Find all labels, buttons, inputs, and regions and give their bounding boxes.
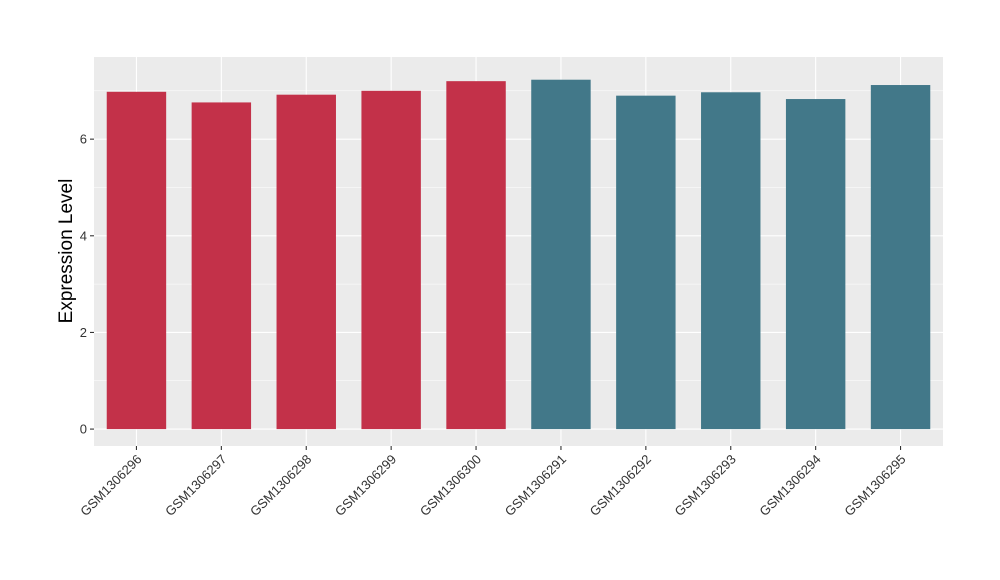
x-axis: GSM1306296 GSM1306297 GSM1306298 GSM1306299… — [77, 446, 909, 519]
x-tick-label: GSM1306300 — [417, 452, 484, 519]
x-tick-label: GSM1306297 — [162, 452, 229, 519]
y-axis-title: Expression Level — [56, 179, 77, 324]
x-tick-label: GSM1306293 — [672, 452, 739, 519]
bar-GSM1306298 — [276, 94, 336, 430]
x-tick-label: GSM1306292 — [587, 452, 654, 519]
bars — [106, 79, 931, 430]
bar-GSM1306291 — [531, 79, 591, 430]
y-axis: 0 2 4 6 — [80, 132, 94, 437]
bar-GSM1306296 — [106, 91, 167, 430]
y-tick-label: 4 — [80, 228, 87, 243]
x-tick-label: GSM1306299 — [332, 452, 399, 519]
bar-GSM1306295 — [870, 85, 931, 430]
x-tick-label: GSM1306294 — [756, 452, 823, 519]
x-tick-label: GSM1306295 — [841, 452, 908, 519]
bar-GSM1306292 — [616, 95, 676, 430]
bar-GSM1306294 — [785, 99, 846, 430]
bar-GSM1306297 — [191, 102, 252, 430]
x-tick-label: GSM1306296 — [77, 452, 144, 519]
y-tick-label: 2 — [80, 325, 87, 340]
bar-GSM1306299 — [361, 90, 421, 430]
x-tick-label: GSM1306298 — [247, 452, 314, 519]
bar-GSM1306293 — [701, 92, 761, 430]
y-tick-label: 6 — [80, 132, 87, 147]
bar-GSM1306300 — [446, 81, 506, 430]
x-tick-label: GSM1306291 — [502, 452, 569, 519]
y-tick-label: 0 — [80, 422, 87, 437]
